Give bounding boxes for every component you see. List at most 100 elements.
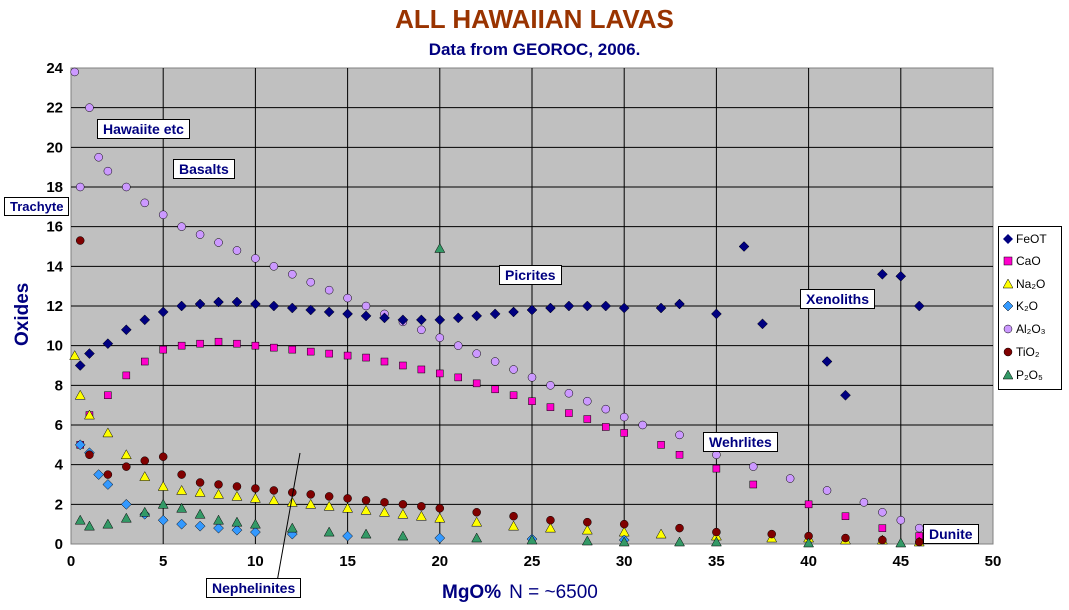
point-al2o3 xyxy=(324,285,334,295)
point-p2o5 xyxy=(194,508,206,519)
point-na2o xyxy=(84,409,95,420)
sample-count: N = ~6500 xyxy=(509,582,598,603)
triangle-marker-icon xyxy=(1003,279,1013,289)
x-tick-label: 50 xyxy=(985,553,1002,570)
point-p2o5 xyxy=(84,520,95,531)
y-tick-label: 0 xyxy=(55,536,63,553)
point-cao xyxy=(620,429,628,437)
point-na2o xyxy=(268,494,280,505)
point-al2o3 xyxy=(361,301,371,311)
point-feot xyxy=(231,296,243,308)
triangle-marker-icon xyxy=(1003,370,1013,380)
legend-label-feot: FeOT xyxy=(1016,232,1047,246)
point-feot xyxy=(563,300,575,312)
point-cao xyxy=(454,373,462,382)
annotation-dunite: Dunite xyxy=(923,524,979,544)
point-tio2 xyxy=(103,470,113,479)
point-feot xyxy=(840,389,851,401)
point-tio2 xyxy=(140,456,150,465)
point-feot xyxy=(655,302,667,314)
point-al2o3 xyxy=(785,474,795,483)
point-tio2 xyxy=(177,470,186,479)
point-na2o xyxy=(360,504,372,515)
point-k2o xyxy=(176,518,187,530)
point-p2o5 xyxy=(581,535,593,546)
y-tick-label: 18 xyxy=(46,179,63,196)
point-na2o xyxy=(176,484,188,495)
point-feot xyxy=(877,268,888,280)
point-tio2 xyxy=(269,486,279,495)
point-feot xyxy=(102,338,114,350)
point-feot xyxy=(176,300,187,312)
point-al2o3 xyxy=(675,430,684,440)
x-tick-label: 0 xyxy=(67,553,75,570)
point-cao xyxy=(509,391,518,399)
point-feot xyxy=(157,306,169,318)
point-tio2 xyxy=(675,523,684,533)
point-feot xyxy=(600,300,612,312)
point-na2o xyxy=(379,506,390,517)
point-feot xyxy=(738,241,750,252)
point-tio2 xyxy=(324,492,334,501)
point-cao xyxy=(491,385,499,394)
point-al2o3 xyxy=(490,357,500,366)
point-al2o3 xyxy=(749,462,758,471)
point-cao xyxy=(804,500,813,509)
point-p2o5 xyxy=(213,514,224,525)
point-na2o xyxy=(471,516,483,527)
point-al2o3 xyxy=(435,333,445,342)
point-tio2 xyxy=(878,535,887,545)
legend-label-k2o: K₂O xyxy=(1016,299,1038,313)
point-tio2 xyxy=(417,502,426,511)
point-p2o5 xyxy=(249,518,261,529)
point-na2o xyxy=(120,449,132,459)
point-tio2 xyxy=(85,450,94,459)
point-cao xyxy=(565,409,573,417)
point-tio2 xyxy=(232,482,242,491)
point-al2o3 xyxy=(417,325,426,335)
point-tio2 xyxy=(214,480,223,489)
point-cao xyxy=(436,369,444,378)
annotation-hawaiite: Hawaiite etc xyxy=(97,119,190,139)
point-cao xyxy=(270,343,278,352)
chart-title: ALL HAWAIIAN LAVAS xyxy=(395,4,674,34)
point-feot xyxy=(821,356,833,367)
point-al2o3 xyxy=(472,349,481,358)
circle-marker-icon xyxy=(1003,324,1013,334)
y-tick-label: 24 xyxy=(46,60,63,77)
point-p2o5 xyxy=(895,537,907,548)
point-na2o xyxy=(231,490,243,501)
point-feot xyxy=(84,348,95,359)
y-axis-label: Oxides xyxy=(12,282,33,346)
point-p2o5 xyxy=(618,536,630,547)
point-tio2 xyxy=(841,533,850,543)
point-tio2 xyxy=(306,490,315,499)
point-feot xyxy=(323,306,335,318)
x-tick-label: 40 xyxy=(800,553,817,570)
x-tick-label: 10 xyxy=(247,553,264,570)
point-k2o xyxy=(194,520,206,532)
point-p2o5 xyxy=(286,522,298,533)
point-feot xyxy=(489,308,501,320)
point-tio2 xyxy=(195,478,205,487)
point-al2o3 xyxy=(527,373,537,382)
point-cao xyxy=(712,464,721,473)
point-cao xyxy=(546,403,555,411)
y-tick-label: 4 xyxy=(55,457,64,474)
point-k2o xyxy=(434,532,446,544)
point-al2o3 xyxy=(509,365,518,374)
point-p2o5 xyxy=(323,526,335,537)
point-tio2 xyxy=(158,452,168,461)
point-cao xyxy=(472,379,481,388)
point-cao xyxy=(159,345,167,354)
point-al2o3 xyxy=(122,182,131,192)
point-p2o5 xyxy=(176,502,188,513)
annotation-xenoliths: Xenoliths xyxy=(800,289,876,309)
point-tio2 xyxy=(398,500,408,509)
annotation-wehrlites: Wehrlites xyxy=(703,432,778,452)
x-axis-label: MgO% N = ~6500 xyxy=(442,582,598,604)
point-tio2 xyxy=(75,236,85,245)
point-na2o xyxy=(305,498,317,509)
point-tio2 xyxy=(546,515,555,525)
